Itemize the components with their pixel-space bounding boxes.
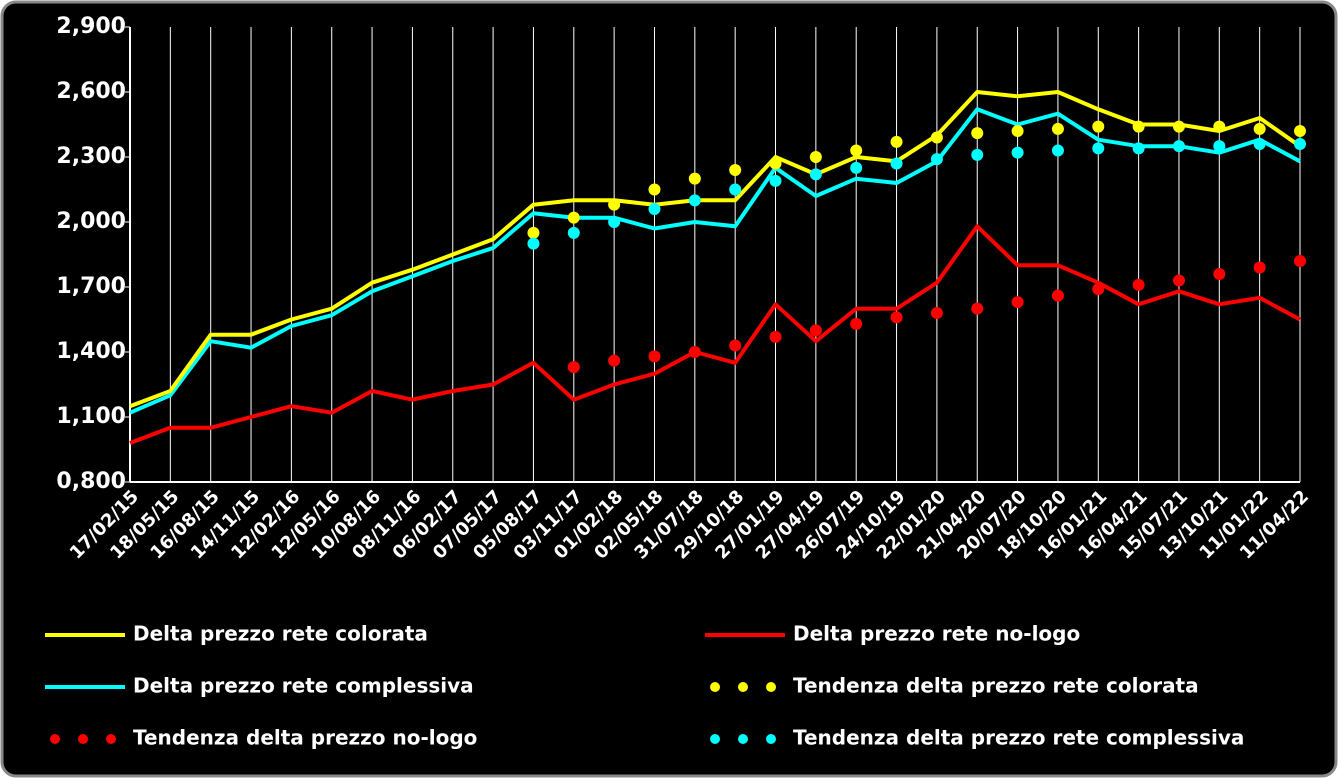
trend-dot: [890, 157, 903, 170]
legend-marker: [78, 734, 88, 744]
trend-dot: [1213, 140, 1226, 153]
trend-dot: [1294, 255, 1306, 267]
trend-dot: [769, 157, 782, 170]
legend-marker: [738, 734, 748, 744]
trend-dot: [688, 346, 701, 358]
trend-dot: [1294, 125, 1306, 137]
trend-dot: [729, 164, 742, 176]
trend-dot: [809, 168, 822, 181]
legend-label: Delta prezzo rete no-logo: [793, 622, 1080, 646]
trend-dot: [1051, 144, 1064, 157]
trend-dot: [1132, 142, 1145, 155]
series-line: [129, 224, 1301, 445]
legend-marker: [710, 682, 720, 692]
trend-dot: [729, 183, 742, 196]
trend-dot: [648, 203, 661, 215]
y-tick-label: 2,300: [56, 144, 126, 169]
trend-dot: [648, 350, 661, 363]
trend-dot: [648, 183, 661, 196]
trend-dot: [527, 237, 540, 250]
legend-label: Tendenza delta prezzo rete colorata: [793, 674, 1199, 698]
trend-dot: [1092, 120, 1105, 133]
trend-dot: [567, 211, 580, 224]
trend-dot: [1132, 278, 1145, 291]
legend-marker: [50, 734, 60, 744]
legend-label: Tendenza delta prezzo rete complessiva: [793, 726, 1244, 750]
trend-dot: [1172, 140, 1185, 153]
trend-dot: [850, 144, 863, 157]
legend-marker: [738, 682, 748, 692]
trend-dot: [971, 148, 984, 161]
trend-dot: [1253, 261, 1266, 274]
trend-dot: [971, 302, 984, 315]
trend-dot: [688, 172, 701, 185]
trend-dot: [930, 153, 943, 166]
legend-marker: [766, 682, 776, 692]
series-line: [129, 107, 1301, 415]
trend-dot: [890, 135, 903, 148]
trend-dot: [688, 194, 701, 207]
trend-dot: [1294, 138, 1306, 150]
trend-dot: [567, 361, 580, 374]
legend-label: Delta prezzo rete complessiva: [133, 674, 474, 698]
trend-dot: [1092, 283, 1105, 296]
trend-dot: [1213, 268, 1226, 280]
legend-marker: [766, 734, 776, 744]
trend-dot: [809, 324, 822, 337]
trend-dot: [850, 317, 863, 330]
series-line: [129, 90, 1302, 409]
trend-dot: [729, 339, 742, 352]
trend-dot: [1172, 274, 1185, 287]
y-tick-label: 1,700: [56, 274, 126, 299]
trend-dot: [1253, 138, 1266, 150]
trend-dot: [971, 127, 984, 140]
trend-dot: [1213, 120, 1226, 133]
y-tick-label: 1,100: [56, 404, 126, 429]
trend-dot: [1253, 122, 1266, 135]
trend-dot: [1092, 142, 1105, 155]
trend-dot: [527, 226, 540, 239]
y-tick-label: 1,400: [56, 339, 126, 364]
legend-marker: [710, 734, 720, 744]
trend-dot: [930, 131, 943, 144]
y-tick-label: 2,600: [56, 79, 126, 104]
trend-dot: [1132, 120, 1145, 133]
trend-dot: [608, 198, 621, 211]
trend-dot: [1172, 120, 1185, 133]
legend-label: Delta prezzo rete colorata: [133, 622, 428, 646]
trend-dot: [1051, 289, 1064, 302]
trend-dot: [1051, 122, 1064, 135]
trend-dot: [809, 151, 822, 163]
trend-dot: [1011, 296, 1024, 309]
y-tick-label: 2,900: [56, 14, 126, 39]
trend-dot: [769, 330, 782, 343]
y-tick-label: 0,800: [56, 469, 126, 494]
legend-marker: [106, 734, 116, 744]
y-tick-label: 2,000: [56, 209, 126, 234]
trend-dot: [1011, 125, 1024, 137]
legend-label: Tendenza delta prezzo no-logo: [133, 726, 477, 750]
trend-dot: [930, 307, 943, 319]
trend-dot: [608, 216, 621, 228]
trend-dot: [608, 354, 621, 367]
trend-dot: [1011, 146, 1024, 159]
trend-dot: [567, 226, 580, 239]
trend-dot: [890, 311, 903, 324]
trend-dot: [850, 161, 863, 174]
trend-dot: [769, 174, 782, 187]
